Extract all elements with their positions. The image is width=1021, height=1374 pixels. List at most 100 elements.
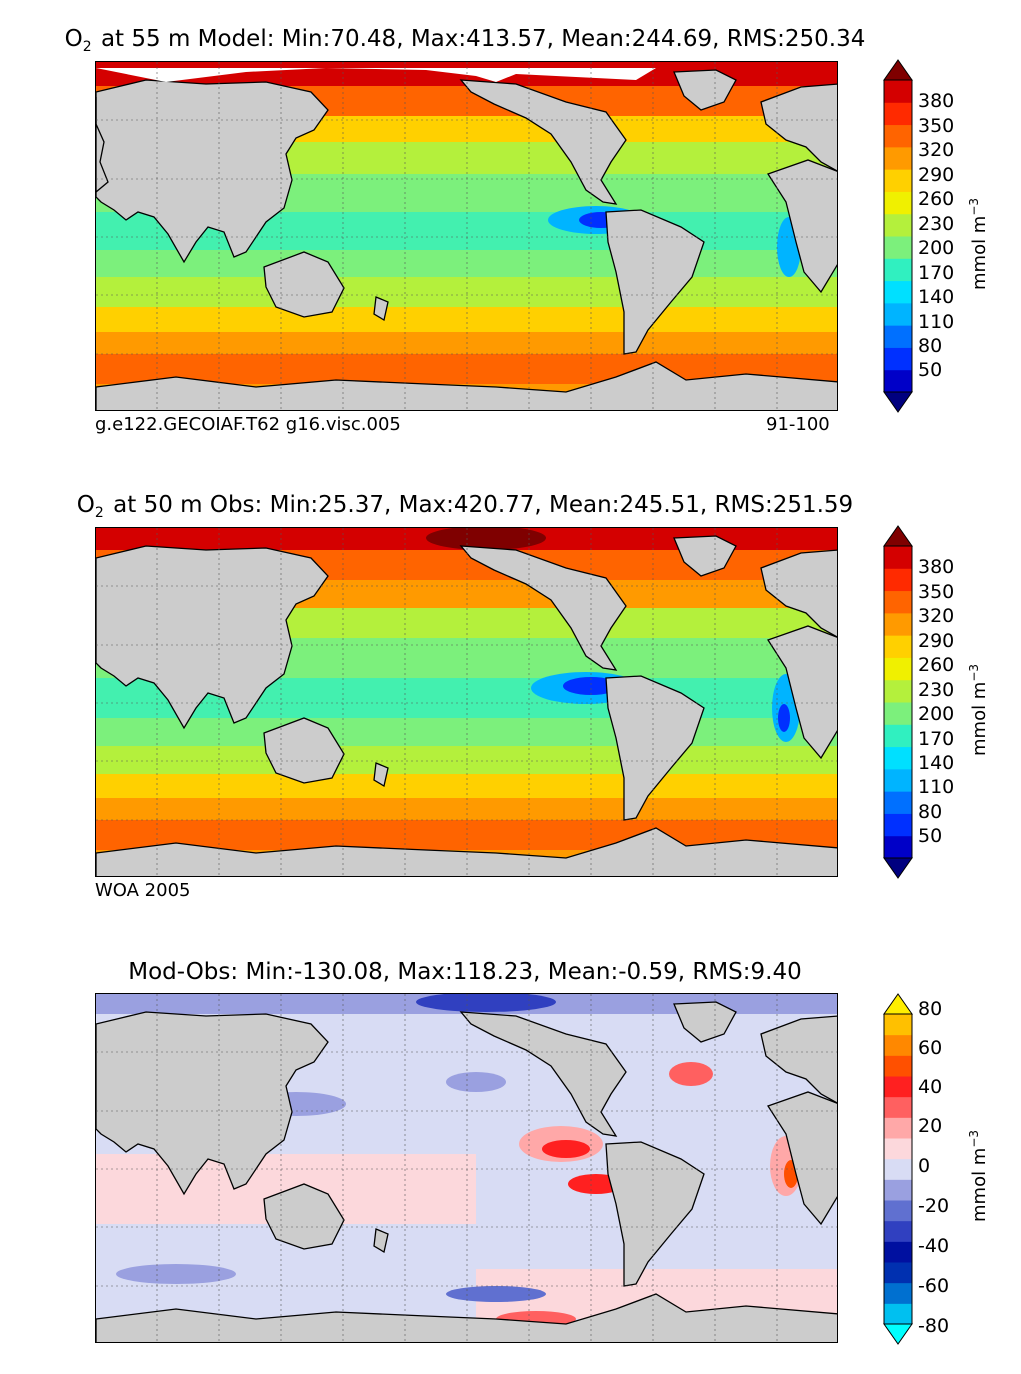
- panel2-unit-exp: −3: [967, 663, 981, 682]
- panel1-cb-tick: 350: [918, 115, 955, 137]
- north-america-land: [459, 545, 627, 671]
- colorbar-segment: [884, 80, 912, 103]
- colorbar-max-cap: [883, 59, 913, 81]
- colorbar-segment: [884, 702, 912, 725]
- colorbar-segment: [884, 1076, 912, 1098]
- colorbar-segment: [884, 768, 912, 792]
- panel1-title-subscript: 2: [82, 39, 92, 55]
- colorbar-segment: [884, 1303, 912, 1325]
- panel1-cb-tick: 110: [918, 311, 955, 333]
- panel1-colorbar-svg: [883, 59, 913, 413]
- colorbar-border: [883, 79, 913, 393]
- panel1-cb-tick: 380: [918, 90, 955, 112]
- southern-negative-2: [446, 1286, 546, 1302]
- colorbar-border: [883, 1013, 913, 1325]
- north-america-land: [459, 1011, 627, 1137]
- colorbar-segment: [884, 724, 912, 748]
- colorbar-segment: [884, 1138, 912, 1160]
- panel3-cb-tick: -80: [918, 1315, 950, 1337]
- south-america-land: [605, 209, 705, 355]
- colorbar-max-cap: [883, 993, 913, 1015]
- band-south-mid: [96, 307, 837, 332]
- panel2-cb-tick: 350: [918, 581, 955, 603]
- greenland-land: [673, 1001, 737, 1043]
- panel3-cb-tick: 60: [918, 1037, 943, 1059]
- panel1-cb-tick: 200: [918, 237, 955, 259]
- colorbar-segment: [884, 102, 912, 126]
- panel3-title: Mod-Obs: Min:-130.08, Max:118.23, Mean:-…: [128, 959, 802, 985]
- panel2-title-subscript: 2: [94, 505, 104, 521]
- panel1-cb-tick: 320: [918, 139, 955, 161]
- colorbar-segment: [884, 1117, 912, 1139]
- colorbar-segment: [884, 612, 912, 636]
- colorbar-segment: [884, 213, 912, 237]
- benguela-core: [778, 704, 790, 732]
- colorbar-min-cap: [883, 857, 913, 879]
- colorbar-segment: [884, 169, 912, 192]
- colorbar-segment: [884, 1241, 912, 1263]
- panel1-cb-tick: 170: [918, 262, 955, 284]
- panel3-colorbar-unit: mmol m−3: [967, 1130, 990, 1222]
- panel3-cb-tick: 20: [918, 1115, 943, 1137]
- panel2-map: [95, 527, 838, 877]
- colorbar-segment: [884, 1220, 912, 1242]
- europe-land: [760, 549, 837, 638]
- panel3-colorbar-svg: [883, 993, 913, 1345]
- australia-land: [263, 251, 345, 318]
- colorbar-segment: [884, 1179, 912, 1201]
- panel2-unit-base: mmol m: [969, 681, 990, 756]
- colorbar-segment: [884, 657, 912, 681]
- colorbar-segment: [884, 325, 912, 348]
- australia-land: [263, 717, 345, 784]
- oxygen-minimum-core: [563, 677, 619, 695]
- europe-land: [760, 1015, 837, 1104]
- north-pacific-negative: [446, 1072, 506, 1092]
- colorbar-segment: [884, 679, 912, 703]
- panel1-caption-left: g.e122.GECOIAF.T62 g16.visc.005: [95, 414, 401, 435]
- panel1-caption-right: 91-100: [766, 414, 830, 435]
- panel1-cb-tick: 80: [918, 335, 943, 357]
- africa-land: [767, 159, 837, 294]
- panel1-map-svg: [96, 62, 837, 410]
- greenland-land: [673, 535, 737, 577]
- panel2-cb-tick: 140: [918, 752, 955, 774]
- colorbar-segment: [884, 302, 912, 326]
- colorbar-segment: [884, 813, 912, 837]
- colorbar-segment: [884, 635, 912, 658]
- panel2-cb-tick: 50: [918, 825, 943, 847]
- colorbar-segment: [884, 258, 912, 282]
- panel2-cb-tick: 260: [918, 654, 955, 676]
- colorbar-segment: [884, 546, 912, 569]
- greenland-land: [673, 69, 737, 111]
- eurasia-africa-land: [96, 545, 329, 730]
- colorbar-segment: [884, 791, 912, 814]
- europe-land: [760, 83, 837, 172]
- colorbar-segment: [884, 1034, 912, 1056]
- panel2-cb-tick: 170: [918, 728, 955, 750]
- panel3-unit-exp: −3: [967, 1129, 981, 1148]
- panel2-cb-tick: 290: [918, 630, 955, 652]
- panel1-colorbar: [883, 59, 913, 413]
- colorbar-segment: [884, 1262, 912, 1284]
- colorbar-segment: [884, 1096, 912, 1118]
- graticule: [96, 62, 837, 410]
- graticule: [96, 528, 837, 876]
- panel2-cb-tick: 110: [918, 776, 955, 798]
- colorbar-segment: [884, 236, 912, 259]
- panel2-title-text: at 50 m Obs: Min:25.37, Max:420.77, Mean…: [113, 492, 854, 518]
- colorbar-segment: [884, 590, 912, 614]
- colorbar-segment: [884, 1158, 912, 1180]
- panel1-unit-base: mmol m: [969, 215, 990, 290]
- panel2-caption-left: WOA 2005: [95, 880, 191, 901]
- colorbar-segment: [884, 1282, 912, 1304]
- new-zealand-land: [373, 296, 389, 322]
- panel1-cb-tick: 50: [918, 359, 943, 381]
- panel3-cb-tick: -20: [918, 1195, 950, 1217]
- panel1-cb-tick: 140: [918, 286, 955, 308]
- panel3-cb-tick: 0: [918, 1155, 931, 1177]
- arctic-negative: [416, 994, 556, 1012]
- panel2-cb-tick: 200: [918, 703, 955, 725]
- colorbar-segment: [884, 1014, 912, 1036]
- panel3-cb-tick: -40: [918, 1235, 950, 1257]
- panel2-colorbar-unit: mmol m−3: [967, 664, 990, 756]
